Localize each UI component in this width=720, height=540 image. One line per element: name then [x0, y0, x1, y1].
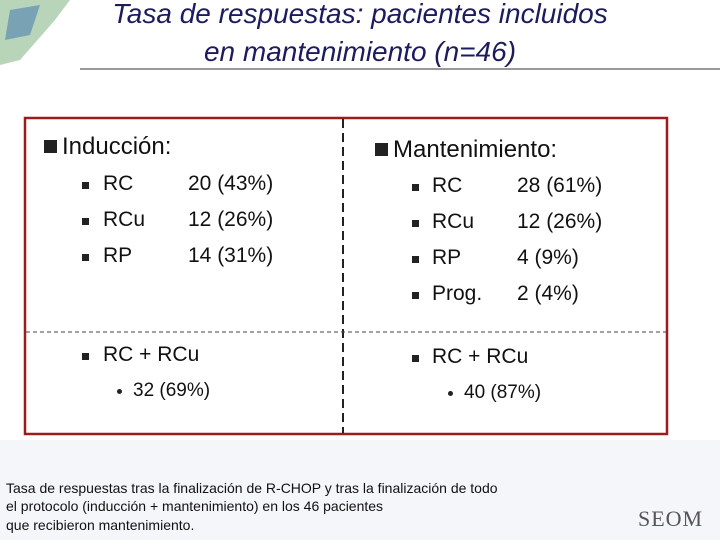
heading-text: Mantenimiento: [393, 136, 558, 163]
footnote: el protocolo (inducción + mantenimiento)… [6, 498, 384, 514]
summary-label: RC + RCu [432, 345, 529, 368]
bullet [412, 355, 419, 362]
item-label: RCu [103, 208, 146, 231]
bullet [412, 220, 419, 227]
item-value: 2 (4%) [517, 282, 579, 305]
bullet [44, 140, 57, 153]
title-line: en mantenimiento (n=46) [203, 36, 517, 67]
bullet [448, 391, 453, 396]
item-value: 12 (26%) [188, 208, 274, 231]
logo: SEOM [638, 506, 704, 531]
item-value: 12 (26%) [517, 210, 603, 233]
item-value: 14 (31%) [188, 244, 274, 267]
footnote: Tasa de respuestas tras la finalización … [6, 480, 498, 496]
footnote: que recibieron mantenimiento. [6, 517, 195, 533]
item-label: RCu [432, 210, 475, 233]
summary-value: 32 (69%) [133, 380, 211, 401]
mosaic-background [0, 440, 720, 540]
mosaic [5, 5, 40, 40]
bullet [82, 182, 89, 189]
heading-text: Inducción: [62, 133, 172, 160]
content-box [23, 116, 669, 436]
bullet [412, 256, 419, 263]
item-label: Prog. [432, 282, 483, 305]
title-line: Tasa de respuestas: pacientes incluidos [112, 0, 608, 29]
bullet [82, 254, 89, 261]
bullet [412, 184, 419, 191]
panel-heading: Inducción: [44, 133, 171, 161]
item-label: RC [432, 174, 463, 197]
summary-label: RC + RCu [103, 343, 200, 366]
panel-heading: Mantenimiento: [375, 136, 557, 164]
bullet [117, 389, 122, 394]
item-label: RP [103, 244, 133, 267]
bullet [82, 353, 89, 360]
item-label: RP [432, 246, 462, 269]
summary-value: 40 (87%) [464, 382, 542, 403]
item-label: RC [103, 172, 134, 195]
item-value: 20 (43%) [188, 172, 274, 195]
bullet [82, 218, 89, 225]
bullet [375, 143, 388, 156]
bullet [412, 292, 419, 299]
item-value: 28 (61%) [517, 174, 603, 197]
item-value: 4 (9%) [517, 246, 579, 269]
